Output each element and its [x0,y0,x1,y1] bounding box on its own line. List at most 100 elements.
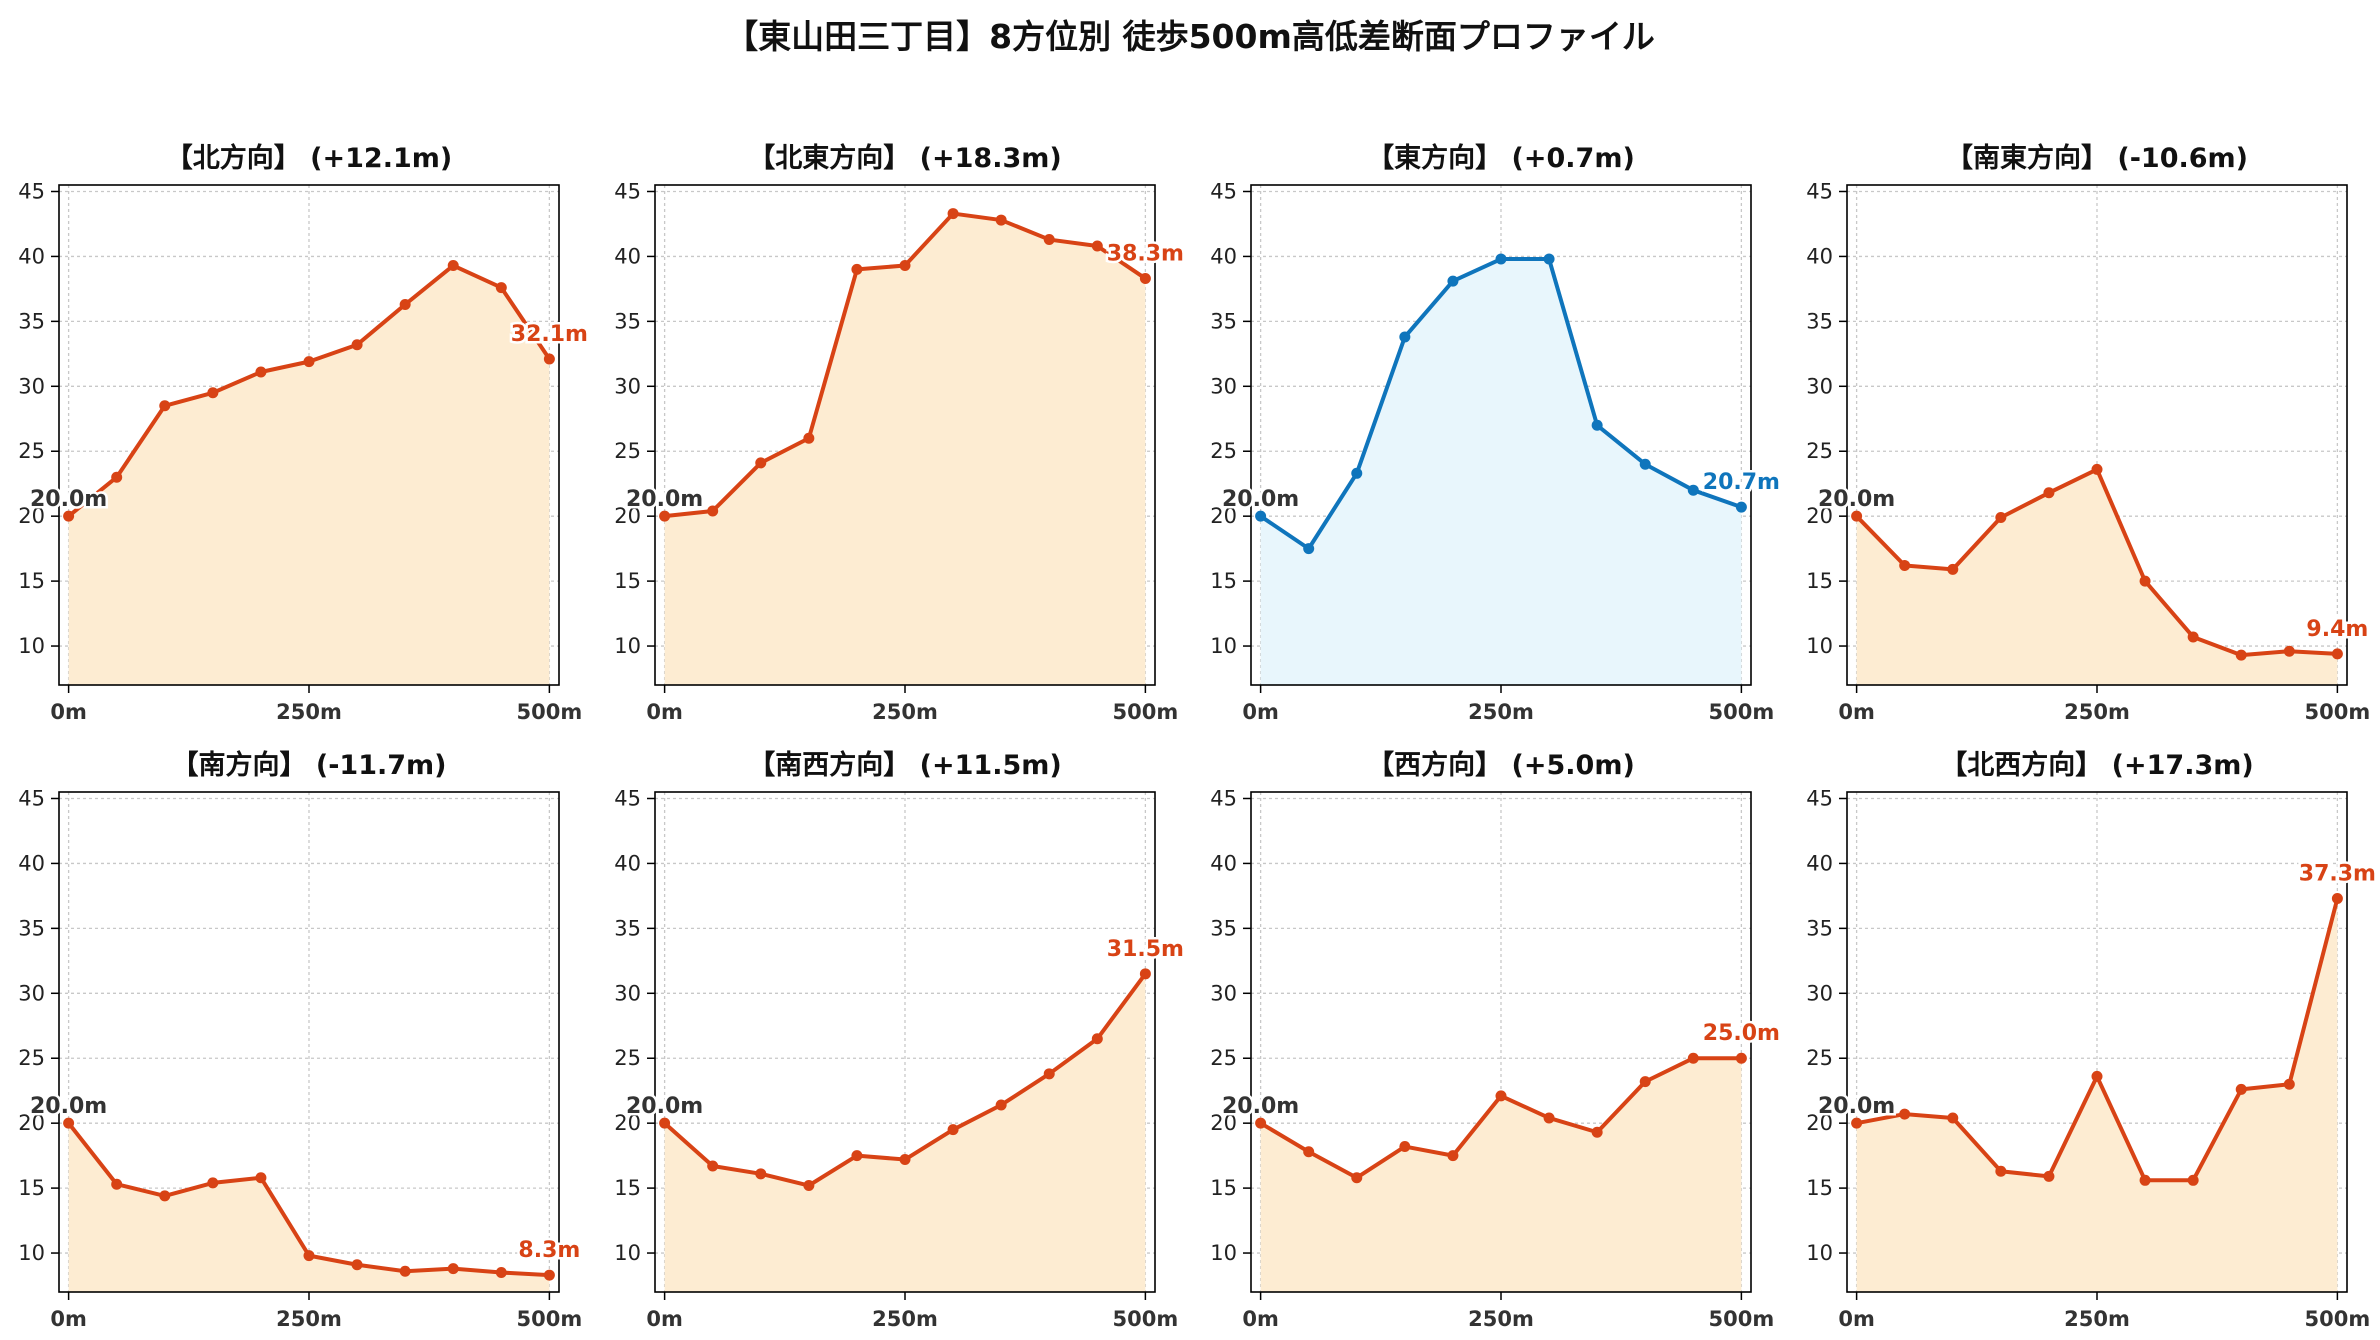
chart-panel-4: 【南方向】 (-11.7m) 0m 250m 500m 10 15 20 25 30 35 40 45… [18,749,583,1331]
y-tick-label: 35 [1806,309,1833,333]
data-point [1139,273,1151,285]
y-tick-label: 10 [614,1241,641,1265]
x-tick-label: 250m [276,700,342,724]
x-tick-label: 500m [2305,700,2371,724]
y-tick-label: 15 [1806,569,1833,593]
data-point [351,1259,363,1271]
y-tick-label: 15 [1210,569,1237,593]
x-tick-label: 0m [1838,700,1875,724]
data-point [543,1269,555,1281]
y-tick-label: 15 [1210,1176,1237,1200]
y-tick-label: 25 [18,439,45,463]
x-tick-label: 500m [1113,1307,1179,1331]
area-fill [1260,259,1742,685]
data-point [63,510,75,522]
data-point [255,366,267,378]
data-point [1947,1112,1959,1124]
data-point [303,1250,315,1262]
x-tick-label: 500m [1709,700,1775,724]
data-point [2091,1070,2103,1082]
y-tick-label: 40 [614,851,641,875]
y-tick-label: 45 [1806,786,1833,810]
area-fill [1856,469,2338,685]
y-tick-label: 20 [18,504,45,528]
data-point [1255,510,1267,522]
start-value-label: 20.0m [1222,487,1299,512]
x-tick-label: 250m [1468,1307,1534,1331]
y-tick-label: 35 [18,916,45,940]
chart-title: 【北東方向】 (+18.3m) [748,142,1061,174]
x-tick-label: 500m [2305,1307,2371,1331]
data-point [1995,1165,2007,1177]
y-tick-label: 30 [18,374,45,398]
start-value-label: 20.0m [626,1094,703,1119]
y-tick-label: 20 [1210,504,1237,528]
area-fill [68,265,550,685]
data-point [447,260,459,272]
y-tick-label: 25 [614,1046,641,1070]
chart-title: 【南東方向】 (-10.6m) [1946,142,2248,174]
data-point [2331,892,2343,904]
data-point [495,1267,507,1279]
data-point [1735,1052,1747,1064]
y-tick-label: 20 [1210,1111,1237,1135]
chart-panel-0: 【北方向】 (+12.1m) 0m 250m 500m 10 15 20 25 30 35 40 45… [18,142,590,724]
y-tick-label: 35 [1210,916,1237,940]
y-tick-label: 40 [1806,244,1833,268]
data-point [2043,1170,2055,1182]
end-value-label: 20.7m [1703,470,1780,495]
y-tick-label: 45 [614,786,641,810]
data-point [2235,649,2247,661]
y-tick-label: 25 [1806,1046,1833,1070]
x-tick-label: 0m [50,1307,87,1331]
x-tick-label: 250m [1468,700,1534,724]
data-point [1947,563,1959,575]
data-point [947,208,959,220]
data-point [1495,253,1507,265]
x-tick-label: 0m [1242,700,1279,724]
chart-panel-5: 【南西方向】 (+11.5m) 0m 250m 500m 10 15 20 25 30 35 40 4… [614,749,1186,1331]
data-point [995,1099,1007,1111]
data-point [1399,331,1411,343]
x-tick-label: 500m [517,1307,583,1331]
y-tick-label: 40 [1210,851,1237,875]
data-point [1591,1126,1603,1138]
y-tick-label: 10 [18,634,45,658]
data-point [351,339,363,351]
data-point [303,356,315,368]
data-point [1399,1141,1411,1153]
chart-title: 【北西方向】 (+17.3m) [1940,749,2253,781]
data-point [2043,487,2055,499]
y-tick-label: 35 [614,309,641,333]
chart-title: 【西方向】 (+5.0m) [1367,749,1635,781]
y-tick-label: 30 [614,374,641,398]
x-tick-label: 0m [1242,1307,1279,1331]
y-tick-label: 40 [1210,244,1237,268]
data-point [159,400,171,412]
data-point [111,471,123,483]
x-tick-label: 250m [2064,700,2130,724]
data-point [1091,240,1103,252]
chart-panel-3: 【南東方向】 (-10.6m) 0m 250m 500m 10 15 20 25 30 35 40 4… [1806,142,2371,724]
start-value-label: 20.0m [1222,1094,1299,1119]
x-tick-label: 500m [1709,1307,1775,1331]
y-tick-label: 45 [18,179,45,203]
y-tick-label: 25 [614,439,641,463]
y-tick-label: 35 [614,916,641,940]
data-point [1639,1076,1651,1088]
area-fill [1856,898,2338,1292]
x-tick-label: 250m [872,700,938,724]
data-point [995,214,1007,226]
data-point [659,510,671,522]
data-point [803,432,815,444]
data-point [207,387,219,399]
data-point [2283,645,2295,657]
data-point [111,1178,123,1190]
y-tick-label: 40 [18,244,45,268]
x-tick-label: 0m [1838,1307,1875,1331]
data-point [63,1117,75,1129]
data-point [543,353,555,365]
y-tick-label: 20 [1806,504,1833,528]
data-point [1255,1117,1267,1129]
area-fill [68,1123,550,1292]
